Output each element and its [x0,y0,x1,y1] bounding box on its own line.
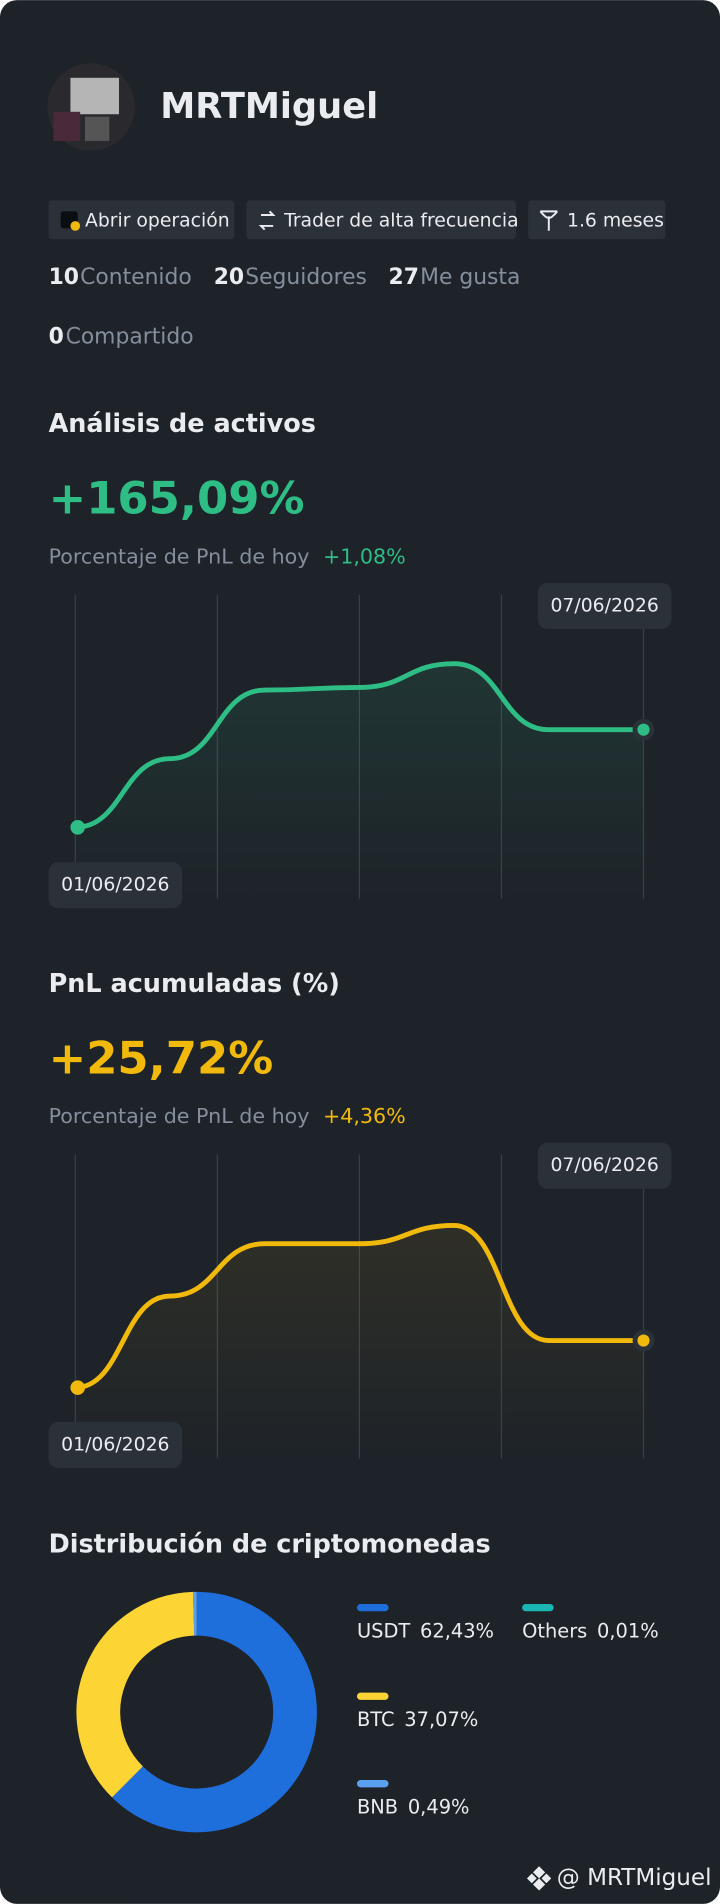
badge[interactable] [246,200,517,240]
stat-label: Seguidores [245,265,367,290]
date-tooltip [537,582,672,630]
line-chart-section: Análisis de activos +165,09% Porcentaje de… [48,409,672,909]
legend-item[interactable]: USDT 62,43% [356,1604,494,1642]
stats: 10 Contenido 20 Seguidores 27 Me gusta 0 Compar… [49,265,521,349]
legend-item[interactable]: BNB 0,49% [356,1780,470,1818]
legend-item[interactable]: Others 0,01% [522,1604,659,1642]
headline-value: +165,09% [49,472,305,525]
line-chart-section: PnL acumuladas (%) +25,72% Porcentaje de P… [48,969,672,1469]
badge-label: Abrir operación [85,211,230,232]
badge-icon [70,221,81,231]
badge-icon [258,210,276,231]
donut-slice[interactable] [76,1591,195,1798]
subtitle: Porcentaje de PnL de hoy [49,544,310,568]
avatar[interactable] [47,63,135,151]
start-dot [70,1380,85,1395]
subtitle: Porcentaje de PnL de hoy [49,1104,310,1128]
footer-handle: @ MRTMiguel [557,1865,712,1891]
badge-label: 1.6 meses [567,211,664,232]
legend-value: 62,43% [420,1619,494,1642]
legend-swatch [356,1604,389,1612]
date-label: 01/06/2026 [61,875,169,896]
legend-swatch [356,1692,389,1700]
donut-slice[interactable] [112,1591,317,1833]
date-tooltip [537,1142,672,1189]
section-title: Análisis de activos [49,409,316,439]
legend-label: BTC [357,1708,395,1731]
stat-value: 0 [49,325,64,350]
stat[interactable]: 0 Compartido [49,325,194,350]
end-dot [637,723,650,736]
footer: @ MRTMiguel [526,1865,712,1891]
stat[interactable]: 10 Contenido [49,265,192,290]
badge[interactable] [48,200,235,240]
stat-value: 20 [214,265,244,290]
badges: Abrir operación Trader de alta frecuenci… [48,200,666,240]
date-label: 01/06/2026 [61,1434,169,1455]
legend-value: 0,01% [597,1619,659,1642]
area [75,663,644,899]
section-title: PnL acumuladas (%) [49,969,340,999]
end-dot [637,1334,650,1347]
username: MRTMiguel [160,86,378,127]
stat[interactable]: 27 Me gusta [389,265,521,290]
date-tooltip [48,862,183,909]
line [72,661,646,830]
date-label: 07/06/2026 [550,1155,658,1176]
badge-label: Trader de alta frecuencia [283,211,519,232]
stat[interactable]: 20 Seguidores [214,265,367,290]
line [72,1222,646,1391]
pie-chart-section: Distribución de criptomonedas USDT 62,43% B… [49,1530,659,1833]
today-change: +4,36% [323,1104,406,1128]
section-title: Distribución de criptomonedas [49,1530,491,1560]
stat-value: 10 [49,265,79,290]
date-label: 07/06/2026 [550,595,658,616]
badge-icon [539,210,559,231]
start-dot [70,820,85,835]
stat-label: Compartido [66,325,194,350]
date-tooltip [48,1421,183,1469]
stat-label: Contenido [80,265,192,290]
badge[interactable] [528,200,666,240]
legend-swatch [356,1780,389,1788]
stat-label: Me gusta [420,265,520,290]
legend-label: BNB [357,1795,398,1818]
stat-value: 27 [389,265,419,290]
legend-label: Others [522,1619,587,1642]
legend-label: USDT [357,1619,410,1642]
legend-swatch [522,1604,554,1612]
headline-value: +25,72% [49,1031,274,1084]
today-change: +1,08% [323,544,406,568]
legend-item[interactable]: BTC 37,07% [356,1692,478,1731]
legend-value: 37,07% [404,1708,478,1731]
charts: Análisis de activos +165,09% Porcentaje de… [48,409,672,1833]
legend-value: 0,49% [408,1795,470,1818]
